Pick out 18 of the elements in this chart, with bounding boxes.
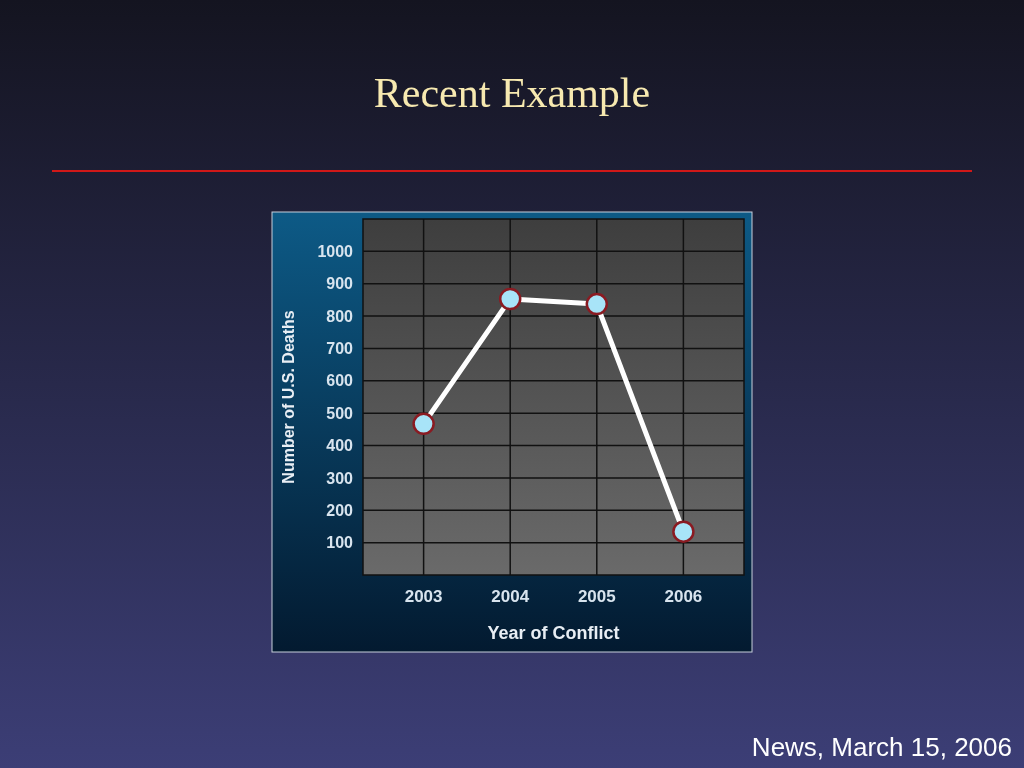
y-tick-label: 1000 — [317, 242, 354, 260]
x-axis-title: Year of Conflict — [487, 623, 620, 643]
y-tick-label: 100 — [326, 534, 354, 552]
chart-title: Recent Example — [373, 70, 651, 116]
y-tick-label: 800 — [326, 307, 354, 325]
x-tick-label: 2006 — [664, 587, 703, 606]
x-tick-label: 2004 — [491, 587, 530, 606]
y-axis-title: Number of U.S. Deaths — [280, 310, 297, 484]
text: News, March 15, 2006 — [751, 732, 1012, 762]
y-tick-label: 600 — [326, 372, 354, 390]
x-tick-label: 2003 — [404, 587, 443, 606]
y-tick-label: 500 — [326, 404, 354, 422]
y-tick-label: 200 — [326, 501, 354, 519]
y-tick-label: 300 — [326, 469, 354, 487]
y-tick-label: 900 — [326, 275, 354, 293]
y-tick-label: 700 — [326, 340, 354, 358]
x-tick-label: 2005 — [577, 587, 616, 606]
y-tick-label: 400 — [326, 437, 354, 455]
